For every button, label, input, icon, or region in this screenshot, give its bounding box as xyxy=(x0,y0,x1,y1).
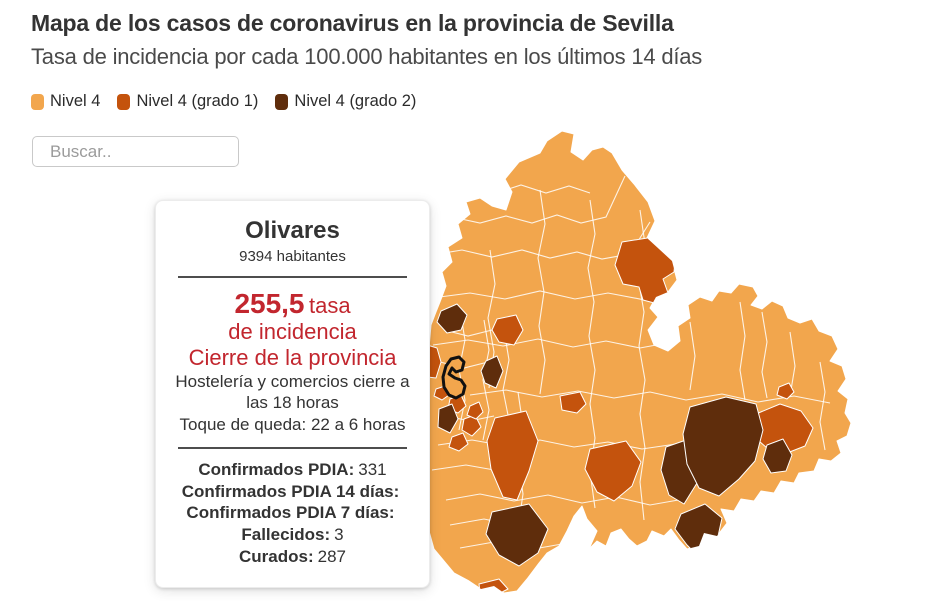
grado1-municipalities[interactable] xyxy=(427,235,814,596)
municipality-tooltip: Olivares 9394 habitantes 255,5 tasa de i… xyxy=(155,200,430,588)
sevilla-province-map[interactable] xyxy=(420,118,939,601)
tooltip-divider xyxy=(178,446,407,449)
tooltip-closure: Cierre de la provincia xyxy=(188,344,397,370)
tooltip-rate-word: tasa xyxy=(308,292,351,318)
municipality-shape[interactable] xyxy=(485,503,549,567)
legend-swatch-grado1 xyxy=(117,93,131,110)
legend-swatch-nivel4 xyxy=(31,93,44,110)
search-input[interactable] xyxy=(42,141,271,162)
stat-curados: Curados: 287 xyxy=(239,546,346,566)
municipality-shape[interactable] xyxy=(762,438,793,474)
municipality-shape[interactable] xyxy=(776,382,795,400)
legend-item-nivel4-grado2: Nivel 4 (grado 2) xyxy=(275,92,416,111)
tooltip-rate-line2: de incidencia xyxy=(228,319,357,345)
legend-item-nivel4-grado1: Nivel 4 (grado 1) xyxy=(117,92,258,111)
municipality-shape[interactable] xyxy=(427,344,442,379)
stat-confirmados-pdia-14: Confirmados PDIA 14 días: xyxy=(181,481,400,501)
tooltip-restriction-curfew: Toque de queda: 22 a 6 horas xyxy=(179,415,406,435)
municipality-shape[interactable] xyxy=(486,410,539,501)
legend-item-nivel4: Nivel 4 xyxy=(31,92,100,111)
stat-confirmados-pdia-7: Confirmados PDIA 7 días: xyxy=(186,503,395,523)
tooltip-stats: Confirmados PDIA: 331 Confirmados PDIA 14… xyxy=(168,460,417,567)
tooltip-municipality-name: Olivares xyxy=(245,217,340,244)
municipality-shape[interactable] xyxy=(480,355,504,389)
page-title: Mapa de los casos de coronavirus en la p… xyxy=(31,10,674,36)
stat-fallecidos: Fallecidos: 3 xyxy=(241,525,344,545)
municipality-shape[interactable] xyxy=(436,303,468,334)
tooltip-population: 9394 habitantes xyxy=(239,247,346,265)
stat-confirmados-pdia: Confirmados PDIA: 331 xyxy=(198,459,387,479)
province-base-shape[interactable] xyxy=(426,130,852,594)
municipality-shape[interactable] xyxy=(559,391,587,414)
legend-label: Nivel 4 xyxy=(50,92,101,110)
municipality-shape[interactable] xyxy=(466,401,484,420)
map-legend: Nivel 4 Nivel 4 (grado 1) Nivel 4 (grado… xyxy=(31,92,416,111)
search-box[interactable] xyxy=(32,136,271,167)
municipality-shape[interactable] xyxy=(584,440,642,502)
grado2-municipalities[interactable] xyxy=(436,303,793,567)
municipality-shape[interactable] xyxy=(682,396,764,497)
page-subtitle: Tasa de incidencia por cada 100.000 habi… xyxy=(31,44,703,69)
municipality-shape[interactable] xyxy=(448,432,469,452)
tooltip-restriction-hosteleria: Hostelería y comercios cierre a las 18 h… xyxy=(175,371,410,412)
selected-municipality-olivares[interactable] xyxy=(441,355,467,400)
tooltip-incidence-rate: 255,5 xyxy=(234,287,305,319)
municipality-shape[interactable] xyxy=(491,314,524,346)
municipality-shape[interactable] xyxy=(437,403,459,434)
legend-swatch-grado2 xyxy=(275,93,289,110)
legend-label: Nivel 4 (grado 2) xyxy=(294,92,417,110)
tooltip-divider xyxy=(178,275,407,278)
legend-label: Nivel 4 (grado 1) xyxy=(136,92,259,110)
